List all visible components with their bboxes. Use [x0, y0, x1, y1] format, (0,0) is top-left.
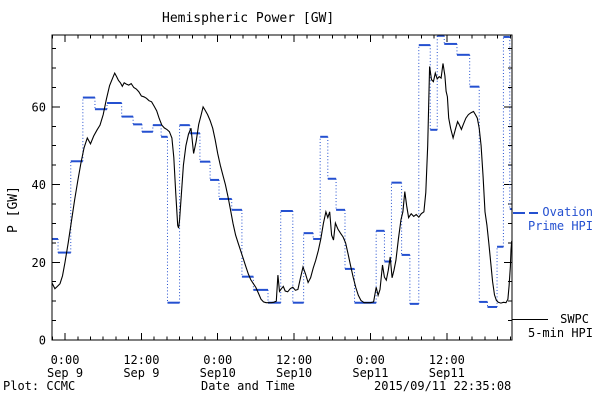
svg-text:Sep11: Sep11: [429, 366, 465, 380]
ovation-legend-line-icon: [513, 212, 525, 214]
svg-text:20: 20: [32, 256, 46, 270]
footer-plot-source: Plot: CCMC: [3, 379, 76, 393]
svg-text:Sep 9: Sep 9: [47, 366, 83, 380]
svg-text:12:00: 12:00: [429, 353, 465, 367]
chart-title: Hemispheric Power [GW]: [162, 11, 335, 26]
ovation-legend-line-icon: [529, 212, 538, 214]
x-axis-title: Date and Time: [201, 379, 295, 393]
legend-ovation-label-line1: Ovation: [542, 205, 593, 219]
footer-timestamp: 2015/09/11 22:35:08: [374, 379, 512, 393]
svg-text:12:00: 12:00: [123, 353, 159, 367]
swpc-legend-line-icon: [512, 319, 548, 320]
legend-swpc-label-line1: SWPC: [560, 312, 589, 326]
legend-swpc-label-line2: 5-min HPI: [527, 326, 593, 340]
svg-text:0:00: 0:00: [356, 353, 385, 367]
svg-text:Sep10: Sep10: [200, 366, 236, 380]
svg-text:Sep11: Sep11: [352, 366, 388, 380]
plot-frame: [51, 34, 513, 341]
swpc-series: [51, 63, 513, 304]
svg-text:40: 40: [32, 178, 46, 192]
svg-text:Sep 9: Sep 9: [123, 366, 159, 380]
svg-text:12:00: 12:00: [276, 353, 312, 367]
y-axis-title: P [GW]: [6, 186, 21, 233]
svg-text:0:00: 0:00: [203, 353, 232, 367]
svg-text:60: 60: [32, 100, 46, 114]
svg-text:0: 0: [39, 334, 46, 348]
legend-ovation-label-line2: Prime HPI: [527, 219, 593, 233]
svg-text:Sep10: Sep10: [276, 366, 312, 380]
svg-text:0:00: 0:00: [51, 353, 80, 367]
